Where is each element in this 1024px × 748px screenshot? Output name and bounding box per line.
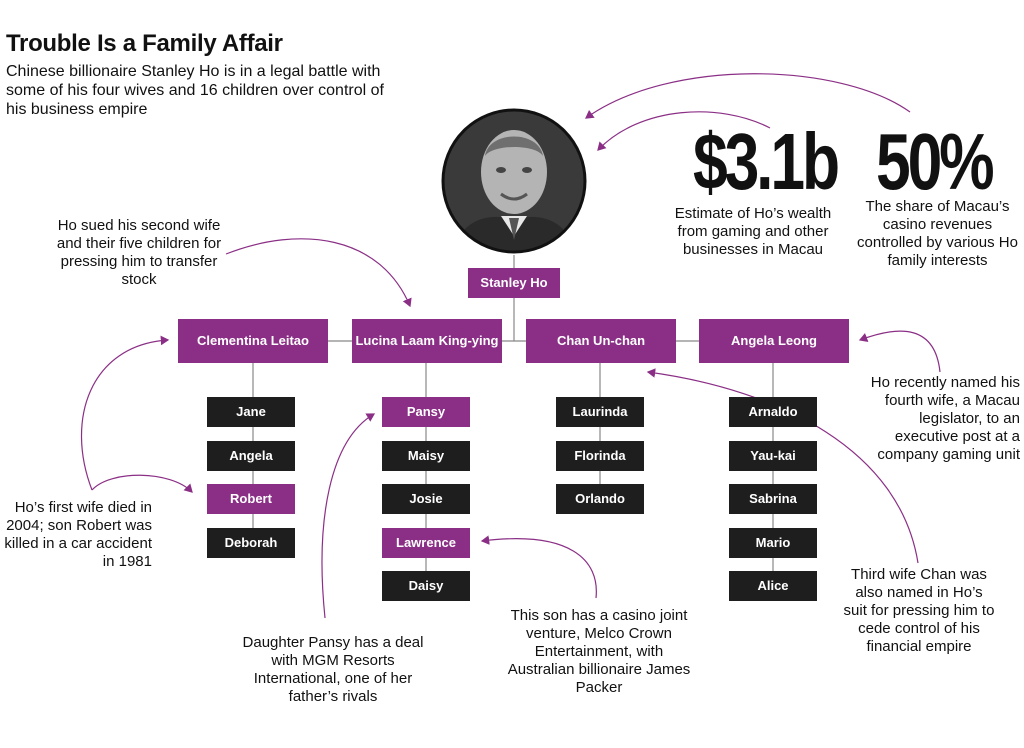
child-deborah: Deborah bbox=[207, 528, 295, 558]
child-mario: Mario bbox=[729, 528, 817, 558]
child-pansy: Pansy bbox=[382, 397, 470, 427]
share-caption: The share of Macau’s casino revenues con… bbox=[857, 198, 1018, 269]
arrow-share-to-portrait bbox=[585, 73, 911, 119]
spouse-lucina-laam: Lucina Laam King-ying bbox=[352, 319, 502, 363]
stanley-ho-portrait bbox=[441, 108, 587, 254]
child-daisy: Daisy bbox=[382, 571, 470, 601]
child-lawrence: Lawrence bbox=[382, 528, 470, 558]
child-josie: Josie bbox=[382, 484, 470, 514]
tree-lines bbox=[252, 255, 774, 601]
spouse-angela-leong: Angela Leong bbox=[699, 319, 849, 363]
note-lawrence: This son has a casino joint venture, Mel… bbox=[507, 607, 691, 696]
arrow-third-wife bbox=[646, 368, 919, 564]
child-robert: Robert bbox=[207, 484, 295, 514]
note-pansy: Daughter Pansy has a deal with MGM Resor… bbox=[242, 634, 424, 705]
child-angela: Angela bbox=[207, 441, 295, 471]
child-yau-kai: Yau-kai bbox=[729, 441, 817, 471]
child-orlando: Orlando bbox=[556, 484, 644, 514]
child-maisy: Maisy bbox=[382, 441, 470, 471]
arrow-lawrence bbox=[480, 535, 597, 599]
child-sabrina: Sabrina bbox=[729, 484, 817, 514]
child-arnaldo: Arnaldo bbox=[729, 397, 817, 427]
share-value: 50% bbox=[876, 117, 995, 206]
arrow-second-wife bbox=[225, 238, 412, 308]
child-jane: Jane bbox=[207, 397, 295, 427]
note-first-wife: Ho’s first wife died in 2004; son Robert… bbox=[4, 499, 152, 570]
note-fourth-wife: Ho recently named his fourth wife, a Mac… bbox=[870, 374, 1020, 463]
arrow-robert bbox=[91, 474, 193, 493]
arrow-pansy bbox=[321, 413, 376, 619]
note-second-wife: Ho sued his second wife and their five c… bbox=[56, 217, 222, 288]
wealth-caption: Estimate of Ho’s wealth from gaming and … bbox=[674, 205, 832, 258]
arrow-fourth-wife bbox=[858, 330, 941, 373]
arrow-wealth-to-portrait bbox=[597, 111, 771, 151]
child-laurinda: Laurinda bbox=[556, 397, 644, 427]
root-node-stanley-ho: Stanley Ho bbox=[468, 268, 560, 298]
arrow-first-wife bbox=[80, 335, 170, 491]
spouse-clementina-leitao: Clementina Leitao bbox=[178, 319, 328, 363]
wealth-value: $3.1b bbox=[693, 117, 840, 206]
child-florinda: Florinda bbox=[556, 441, 644, 471]
page-title: Trouble Is a Family Affair bbox=[6, 30, 283, 57]
child-alice: Alice bbox=[729, 571, 817, 601]
spouse-chan-un-chan: Chan Un-chan bbox=[526, 319, 676, 363]
note-third-wife: Third wife Chan was also named in Ho’s s… bbox=[843, 566, 995, 655]
page-subtitle: Chinese billionaire Stanley Ho is in a l… bbox=[6, 63, 384, 118]
